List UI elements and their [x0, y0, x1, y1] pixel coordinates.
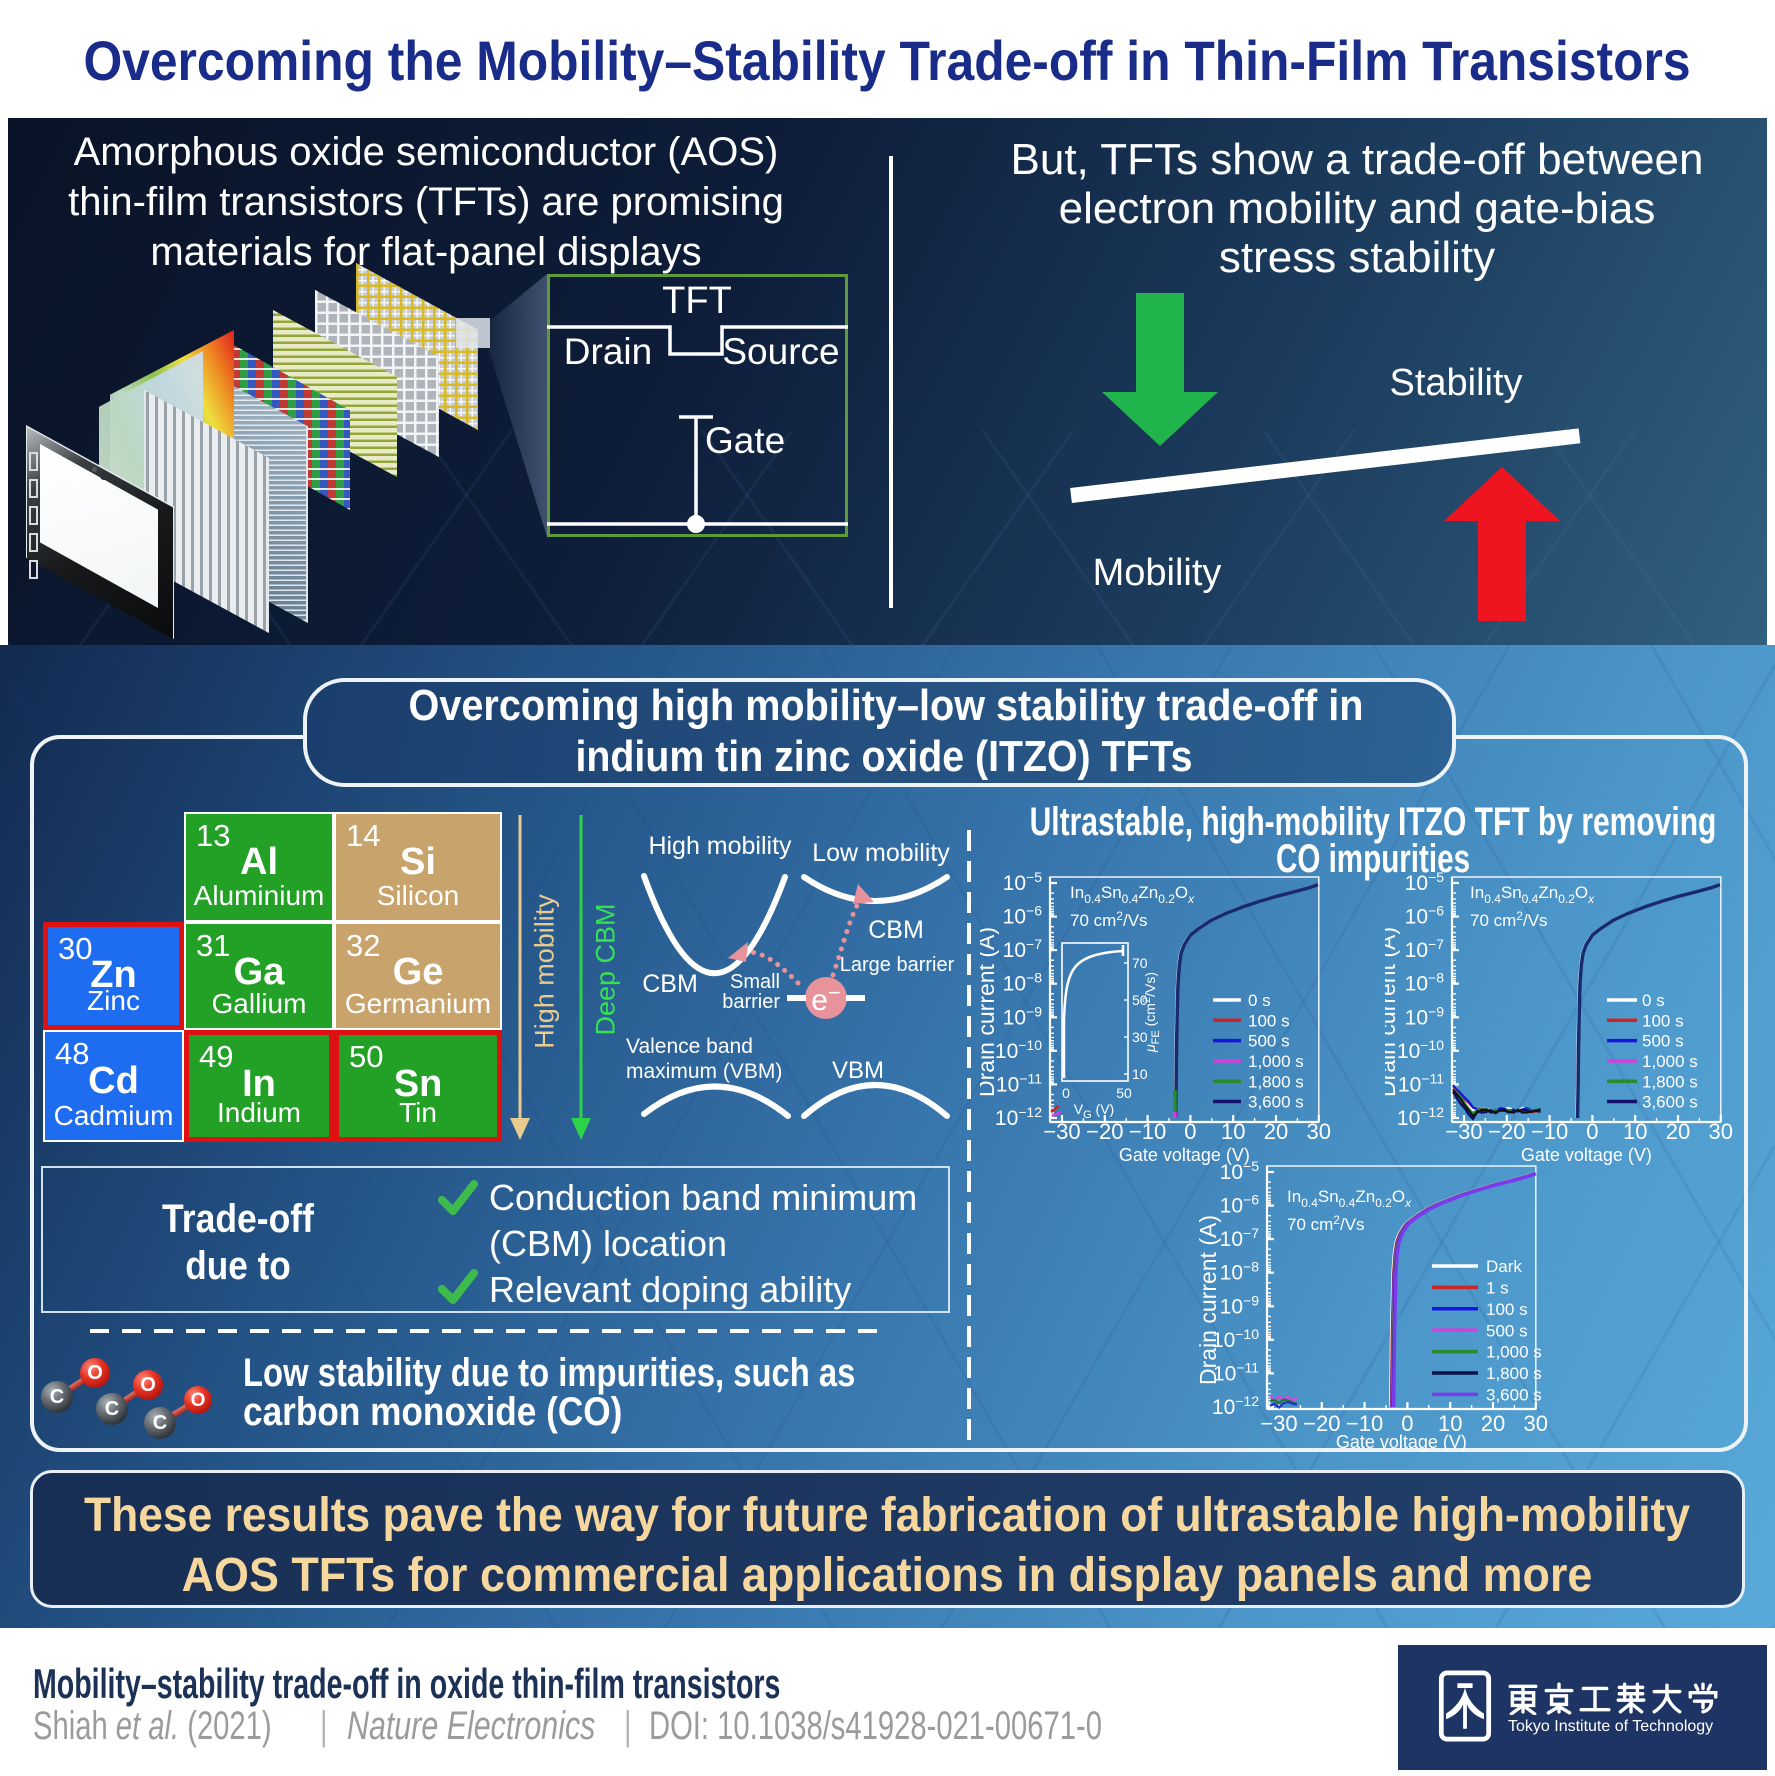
svg-text:1,800 s: 1,800 s [1486, 1364, 1542, 1383]
svg-text:1,000 s: 1,000 s [1248, 1052, 1304, 1071]
svg-text:50: 50 [1116, 1085, 1132, 1101]
svg-text:In0.4Sn0.4Zn0.2Ox: In0.4Sn0.4Zn0.2Ox [1070, 883, 1195, 906]
svg-text:10−7: 10−7 [1003, 936, 1043, 962]
svg-text:Gate voltage (V): Gate voltage (V) [1521, 1145, 1652, 1165]
svg-text:Gate voltage (V): Gate voltage (V) [1119, 1145, 1250, 1165]
svg-text:0: 0 [1401, 1411, 1413, 1436]
svg-text:10: 10 [1221, 1119, 1245, 1144]
svg-text:10−5: 10−5 [1220, 1158, 1260, 1184]
svg-text:VG (V): VG (V) [1074, 1101, 1114, 1121]
svg-text:CBM: CBM [642, 970, 698, 998]
svg-text:30: 30 [1307, 1119, 1331, 1144]
svg-text:10−9: 10−9 [1405, 1003, 1445, 1029]
svg-text:1,800 s: 1,800 s [1248, 1072, 1304, 1091]
svg-text:10−8: 10−8 [1003, 970, 1043, 996]
svg-text:1 s: 1 s [1486, 1279, 1509, 1298]
svg-text:−20: −20 [1488, 1119, 1525, 1144]
svg-text:−30: −30 [1043, 1119, 1080, 1144]
svg-text:−10: −10 [1531, 1119, 1568, 1144]
svg-text:0: 0 [1062, 1085, 1070, 1101]
svg-text:3,600 s: 3,600 s [1248, 1093, 1304, 1112]
svg-text:20: 20 [1481, 1411, 1505, 1436]
svg-text:10−12: 10−12 [995, 1104, 1042, 1130]
svg-text:10−10: 10−10 [995, 1037, 1042, 1063]
svg-text:Small: Small [730, 971, 780, 993]
svg-text:Large barrier: Large barrier [840, 954, 955, 976]
svg-text:Dark: Dark [1486, 1257, 1522, 1276]
svg-text:10−9: 10−9 [1003, 1003, 1043, 1029]
svg-text:10: 10 [1623, 1119, 1647, 1144]
svg-text:Valence band: Valence band [626, 1035, 753, 1058]
svg-text:30: 30 [1709, 1119, 1733, 1144]
svg-text:70 cm2/Vs: 70 cm2/Vs [1470, 909, 1548, 930]
svg-text:10−8: 10−8 [1220, 1259, 1260, 1285]
svg-text:10−5: 10−5 [1003, 869, 1043, 895]
svg-text:1,800 s: 1,800 s [1642, 1072, 1698, 1091]
svg-text:10: 10 [1132, 1066, 1148, 1082]
svg-text:100 s: 100 s [1248, 1011, 1290, 1030]
svg-text:500 s: 500 s [1486, 1321, 1528, 1340]
svg-text:Drain current (A): Drain current (A) [1385, 927, 1400, 1097]
svg-text:Drain current (A): Drain current (A) [980, 927, 999, 1097]
svg-text:10: 10 [1438, 1411, 1462, 1436]
svg-text:50: 50 [1132, 992, 1148, 1008]
svg-text:10−11: 10−11 [996, 1070, 1042, 1096]
svg-text:10−7: 10−7 [1405, 936, 1445, 962]
svg-text:μFE (cm2/Vs): μFE (cm2/Vs) [1141, 972, 1162, 1053]
svg-text:In0.4Sn0.4Zn0.2Ox: In0.4Sn0.4Zn0.2Ox [1287, 1187, 1412, 1210]
svg-text:500 s: 500 s [1642, 1032, 1684, 1051]
svg-text:10−8: 10−8 [1405, 970, 1445, 996]
svg-text:maximum (VBM): maximum (VBM) [626, 1060, 782, 1083]
svg-text:Gate voltage (V): Gate voltage (V) [1336, 1432, 1467, 1452]
svg-text:10−12: 10−12 [1397, 1104, 1444, 1130]
svg-text:1,000 s: 1,000 s [1486, 1343, 1542, 1362]
svg-text:500 s: 500 s [1248, 1032, 1290, 1051]
svg-text:Drain current (A): Drain current (A) [1195, 1215, 1221, 1385]
svg-text:70 cm2/Vs: 70 cm2/Vs [1070, 909, 1148, 930]
svg-text:−30: −30 [1260, 1411, 1297, 1436]
svg-text:TFT: TFT [662, 280, 732, 322]
svg-text:Drain: Drain [564, 331, 652, 372]
svg-text:0: 0 [1586, 1119, 1598, 1144]
svg-text:0 s: 0 s [1642, 991, 1665, 1010]
svg-text:10−12: 10−12 [1212, 1393, 1259, 1419]
svg-text:10−6: 10−6 [1405, 903, 1445, 929]
svg-text:In0.4Sn0.4Zn0.2Ox: In0.4Sn0.4Zn0.2Ox [1470, 883, 1595, 906]
svg-text:10−11: 10−11 [1398, 1070, 1444, 1096]
svg-text:VBM: VBM [832, 1057, 884, 1084]
svg-text:10−7: 10−7 [1220, 1225, 1260, 1251]
svg-text:Source: Source [722, 331, 839, 372]
svg-text:High mobility: High mobility [648, 832, 792, 860]
svg-text:30: 30 [1132, 1029, 1148, 1045]
svg-text:3,600 s: 3,600 s [1642, 1093, 1698, 1112]
svg-text:20: 20 [1666, 1119, 1690, 1144]
svg-text:−30: −30 [1445, 1119, 1482, 1144]
svg-text:0: 0 [1184, 1119, 1196, 1144]
svg-text:100 s: 100 s [1642, 1011, 1684, 1030]
svg-text:70: 70 [1132, 955, 1148, 971]
svg-text:−20: −20 [1303, 1411, 1340, 1436]
svg-text:1,000 s: 1,000 s [1642, 1052, 1698, 1071]
svg-text:10−9: 10−9 [1220, 1292, 1260, 1318]
svg-text:30: 30 [1524, 1411, 1548, 1436]
svg-text:0 s: 0 s [1248, 991, 1271, 1010]
svg-text:−10: −10 [1129, 1119, 1166, 1144]
svg-text:−10: −10 [1346, 1411, 1383, 1436]
svg-text:−20: −20 [1086, 1119, 1123, 1144]
svg-text:10−6: 10−6 [1220, 1192, 1260, 1218]
svg-text:10−11: 10−11 [1213, 1359, 1259, 1385]
svg-text:100 s: 100 s [1486, 1300, 1528, 1319]
svg-text:CBM: CBM [868, 916, 924, 944]
svg-text:70 cm2/Vs: 70 cm2/Vs [1287, 1213, 1365, 1234]
svg-text:10−5: 10−5 [1405, 869, 1445, 895]
svg-text:barrier: barrier [722, 991, 780, 1013]
svg-text:Gate: Gate [705, 420, 785, 461]
svg-text:3,600 s: 3,600 s [1486, 1386, 1542, 1405]
svg-text:10−6: 10−6 [1003, 903, 1043, 929]
svg-text:10−10: 10−10 [1397, 1037, 1444, 1063]
svg-text:Low mobility: Low mobility [812, 839, 950, 867]
svg-text:20: 20 [1264, 1119, 1288, 1144]
